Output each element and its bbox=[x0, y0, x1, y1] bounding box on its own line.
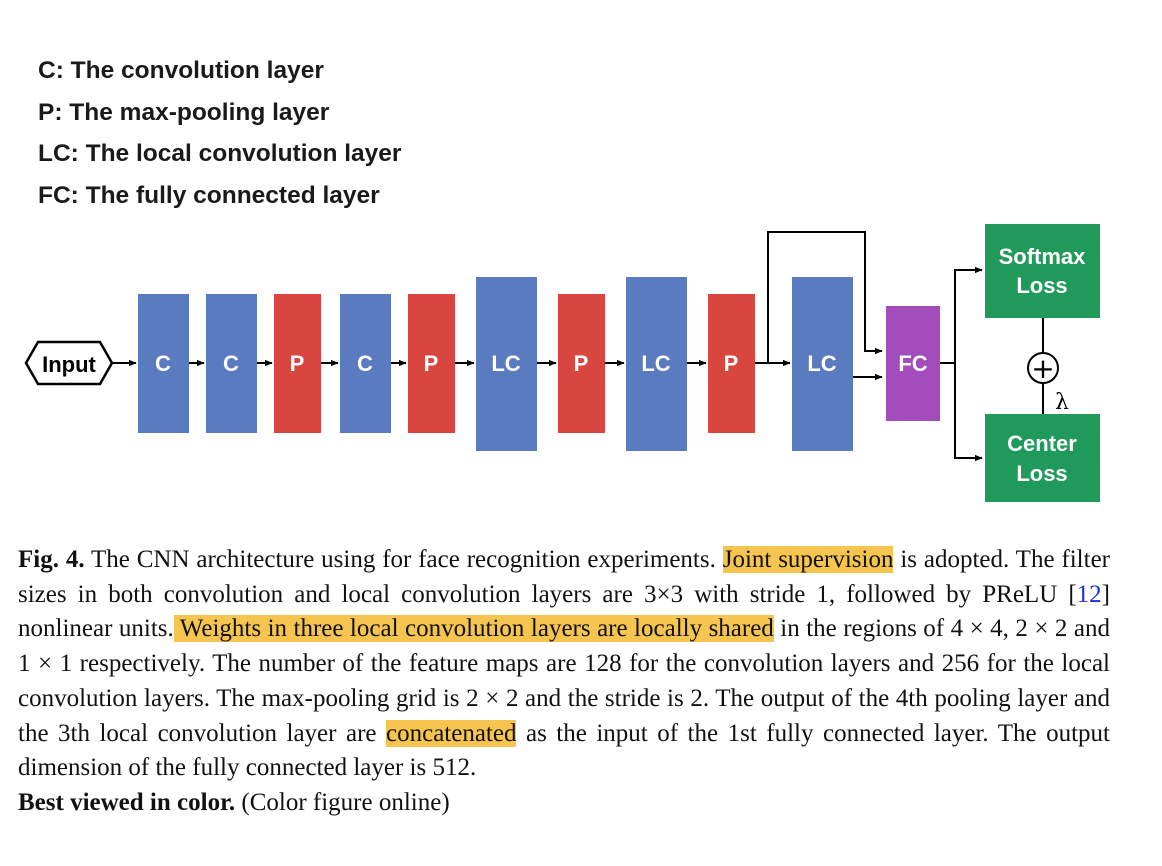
fc-block bbox=[886, 306, 940, 421]
caption-tail: (Color figure online) bbox=[235, 788, 450, 816]
layer-label-10: LC bbox=[807, 351, 836, 376]
highlight-locally-shared: Weights in three local convolution layer… bbox=[173, 615, 774, 643]
legend: C: The convolution layer P: The max-pool… bbox=[38, 50, 401, 216]
layer-block-pool-4 bbox=[708, 294, 755, 433]
softmax-loss-label-line2: Loss bbox=[1016, 273, 1067, 298]
layer-block-localconv-3 bbox=[792, 277, 853, 451]
layer-block-pool-2 bbox=[408, 294, 455, 433]
layer-labels: C C P C P LC P LC P LC bbox=[155, 351, 837, 376]
plus-icon: + bbox=[1031, 352, 1054, 385]
caption-text-1: The CNN architecture using for face reco… bbox=[84, 546, 723, 573]
skip-connection-arrow bbox=[767, 231, 883, 363]
highlight-joint-supervision: Joint supervision bbox=[722, 546, 894, 573]
layer-block-pool-3 bbox=[558, 294, 605, 433]
layer-label-2: C bbox=[223, 351, 239, 376]
sum-circle bbox=[1027, 352, 1059, 384]
layer-label-9: P bbox=[724, 351, 739, 376]
caption-text-4: in the regions of 4 × 4, 2 × 2 and 1 × 1… bbox=[18, 615, 1110, 747]
legend-item-pool: P: The max-pooling layer bbox=[38, 98, 330, 126]
arrow-fc-center bbox=[954, 363, 983, 462]
figure-label: Fig. 4. bbox=[18, 546, 85, 573]
legend-item-localconv: LC: The local convolution layer bbox=[38, 140, 402, 167]
layer-label-3: P bbox=[290, 351, 305, 376]
caption-text-5: as the input of the 1st fully connected … bbox=[18, 719, 1110, 782]
layer-label-4: C bbox=[357, 351, 373, 376]
caption-text-2: is adopted. The filter sizes in both con… bbox=[18, 546, 1110, 608]
layer-label-5: P bbox=[424, 351, 439, 376]
fc-label: FC bbox=[898, 351, 927, 376]
layer-block-localconv-2 bbox=[626, 277, 687, 451]
figure-caption: Fig. 4. The CNN architecture using for f… bbox=[18, 543, 1110, 821]
softmax-loss-label-line1: Softmax bbox=[999, 244, 1087, 269]
layer-block-conv-3 bbox=[340, 294, 391, 433]
center-loss-label-line1: Center bbox=[1007, 431, 1077, 456]
layer-block-localconv-1 bbox=[476, 277, 537, 451]
lambda-symbol: λ bbox=[1055, 390, 1069, 415]
layer-label-7: P bbox=[574, 351, 589, 376]
layer-block-pool-1 bbox=[274, 294, 321, 433]
softmax-loss-block bbox=[985, 224, 1100, 318]
layer-label-1: C bbox=[155, 351, 171, 376]
caption-text-3: ] nonlinear units. bbox=[18, 580, 1110, 643]
layer-block-conv-2 bbox=[206, 294, 257, 433]
input-node bbox=[24, 340, 114, 386]
layer-stack bbox=[138, 277, 853, 451]
citation-link[interactable]: 12 bbox=[1076, 580, 1102, 608]
center-loss-label-line2: Loss bbox=[1016, 461, 1067, 486]
legend-item-fc: FC: The fully connected layer bbox=[38, 181, 380, 209]
legend-item-conv: C: The convolution layer bbox=[38, 57, 324, 84]
cnn-architecture-diagram: Input C C P C P LC P LC P LC bbox=[24, 224, 1100, 502]
caption-bold-note: Best viewed in color. bbox=[18, 788, 236, 816]
layer-block-conv-1 bbox=[138, 294, 189, 433]
arrow-fc-softmax bbox=[954, 266, 983, 363]
input-label: Input bbox=[42, 352, 96, 377]
layer-label-8: LC bbox=[641, 351, 670, 376]
layer-label-6: LC bbox=[491, 351, 520, 376]
connection-arrows bbox=[112, 231, 1044, 462]
center-loss-block bbox=[985, 414, 1100, 502]
highlight-concatenated: concatenated bbox=[386, 719, 517, 747]
